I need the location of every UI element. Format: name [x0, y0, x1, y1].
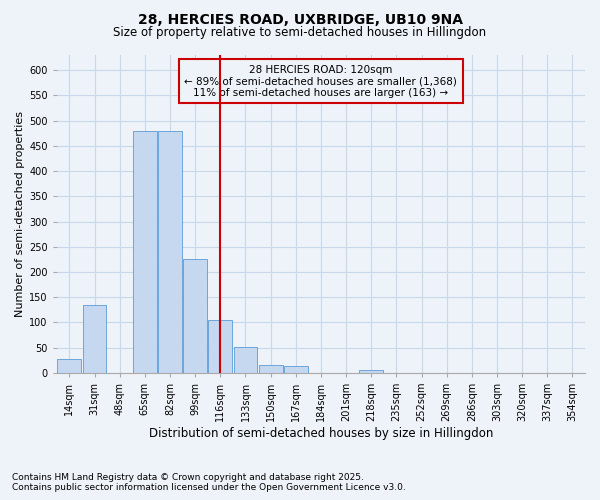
Text: Size of property relative to semi-detached houses in Hillingdon: Size of property relative to semi-detach…	[113, 26, 487, 39]
Bar	[259, 365, 283, 373]
Bar	[233, 347, 257, 373]
Bar	[208, 320, 232, 373]
Bar	[158, 130, 182, 373]
Y-axis label: Number of semi-detached properties: Number of semi-detached properties	[15, 111, 25, 317]
Text: 28 HERCIES ROAD: 120sqm
← 89% of semi-detached houses are smaller (1,368)
11% of: 28 HERCIES ROAD: 120sqm ← 89% of semi-de…	[184, 64, 457, 98]
Bar	[183, 260, 207, 373]
Bar	[58, 360, 82, 373]
Bar	[83, 305, 106, 373]
Bar	[359, 370, 383, 373]
X-axis label: Distribution of semi-detached houses by size in Hillingdon: Distribution of semi-detached houses by …	[149, 427, 493, 440]
Text: Contains public sector information licensed under the Open Government Licence v3: Contains public sector information licen…	[12, 484, 406, 492]
Bar	[284, 366, 308, 373]
Bar	[133, 130, 157, 373]
Text: Contains HM Land Registry data © Crown copyright and database right 2025.: Contains HM Land Registry data © Crown c…	[12, 474, 364, 482]
Text: 28, HERCIES ROAD, UXBRIDGE, UB10 9NA: 28, HERCIES ROAD, UXBRIDGE, UB10 9NA	[137, 12, 463, 26]
